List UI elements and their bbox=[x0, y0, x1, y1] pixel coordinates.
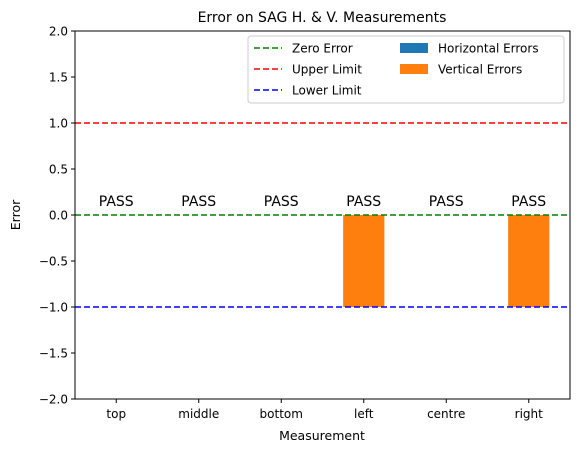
legend-label-vertical-errors: Vertical Errors bbox=[438, 63, 522, 77]
y-tick-label: 0.0 bbox=[49, 209, 68, 223]
x-tick-label-right: right bbox=[515, 407, 543, 421]
bar-vertical-errors-left bbox=[343, 215, 385, 307]
y-tick-label: −2.0 bbox=[39, 393, 68, 407]
pass-annotation-right: PASS bbox=[511, 194, 546, 210]
y-tick-label: −1.0 bbox=[39, 301, 68, 315]
pass-annotation-centre: PASS bbox=[429, 194, 464, 210]
plot-area: PASS PASS PASS PASS PASS PASS 2.0 1.5 1.0 0.5 0.0 −… bbox=[39, 25, 571, 421]
x-tick-label-bottom: bottom bbox=[260, 407, 303, 421]
bar-vertical-errors-right bbox=[508, 215, 550, 307]
pass-annotation-middle: PASS bbox=[181, 194, 216, 210]
y-tick-label: 0.5 bbox=[49, 163, 68, 177]
y-tick-label: 1.0 bbox=[49, 117, 68, 131]
y-tick-label: −1.5 bbox=[39, 347, 68, 361]
pass-annotation-left: PASS bbox=[346, 194, 381, 210]
x-tick-label-middle: middle bbox=[178, 407, 219, 421]
pass-annotation-bottom: PASS bbox=[264, 194, 299, 210]
pass-annotation-top: PASS bbox=[99, 194, 134, 210]
chart-title: Error on SAG H. & V. Measurements bbox=[198, 10, 447, 26]
legend-swatch-horizontal-errors bbox=[400, 43, 428, 53]
legend: Zero Error Upper Limit Lower Limit Horizont… bbox=[247, 35, 565, 104]
y-tick-label: 1.5 bbox=[49, 71, 68, 85]
y-tick-label: −0.5 bbox=[39, 255, 68, 269]
legend-label-zero-error: Zero Error bbox=[292, 42, 353, 56]
legend-label-lower-limit: Lower Limit bbox=[292, 84, 362, 98]
legend-label-horizontal-errors: Horizontal Errors bbox=[438, 42, 539, 56]
legend-label-upper-limit: Upper Limit bbox=[292, 63, 362, 77]
x-tick-label-centre: centre bbox=[427, 407, 465, 421]
x-axis-label: Measurement bbox=[279, 428, 365, 443]
x-tick-label-left: left bbox=[354, 407, 374, 421]
y-tick-label: 2.0 bbox=[49, 25, 68, 39]
y-axis-label: Error bbox=[8, 199, 23, 230]
legend-swatch-vertical-errors bbox=[400, 64, 428, 74]
x-tick-label-top: top bbox=[106, 407, 126, 421]
